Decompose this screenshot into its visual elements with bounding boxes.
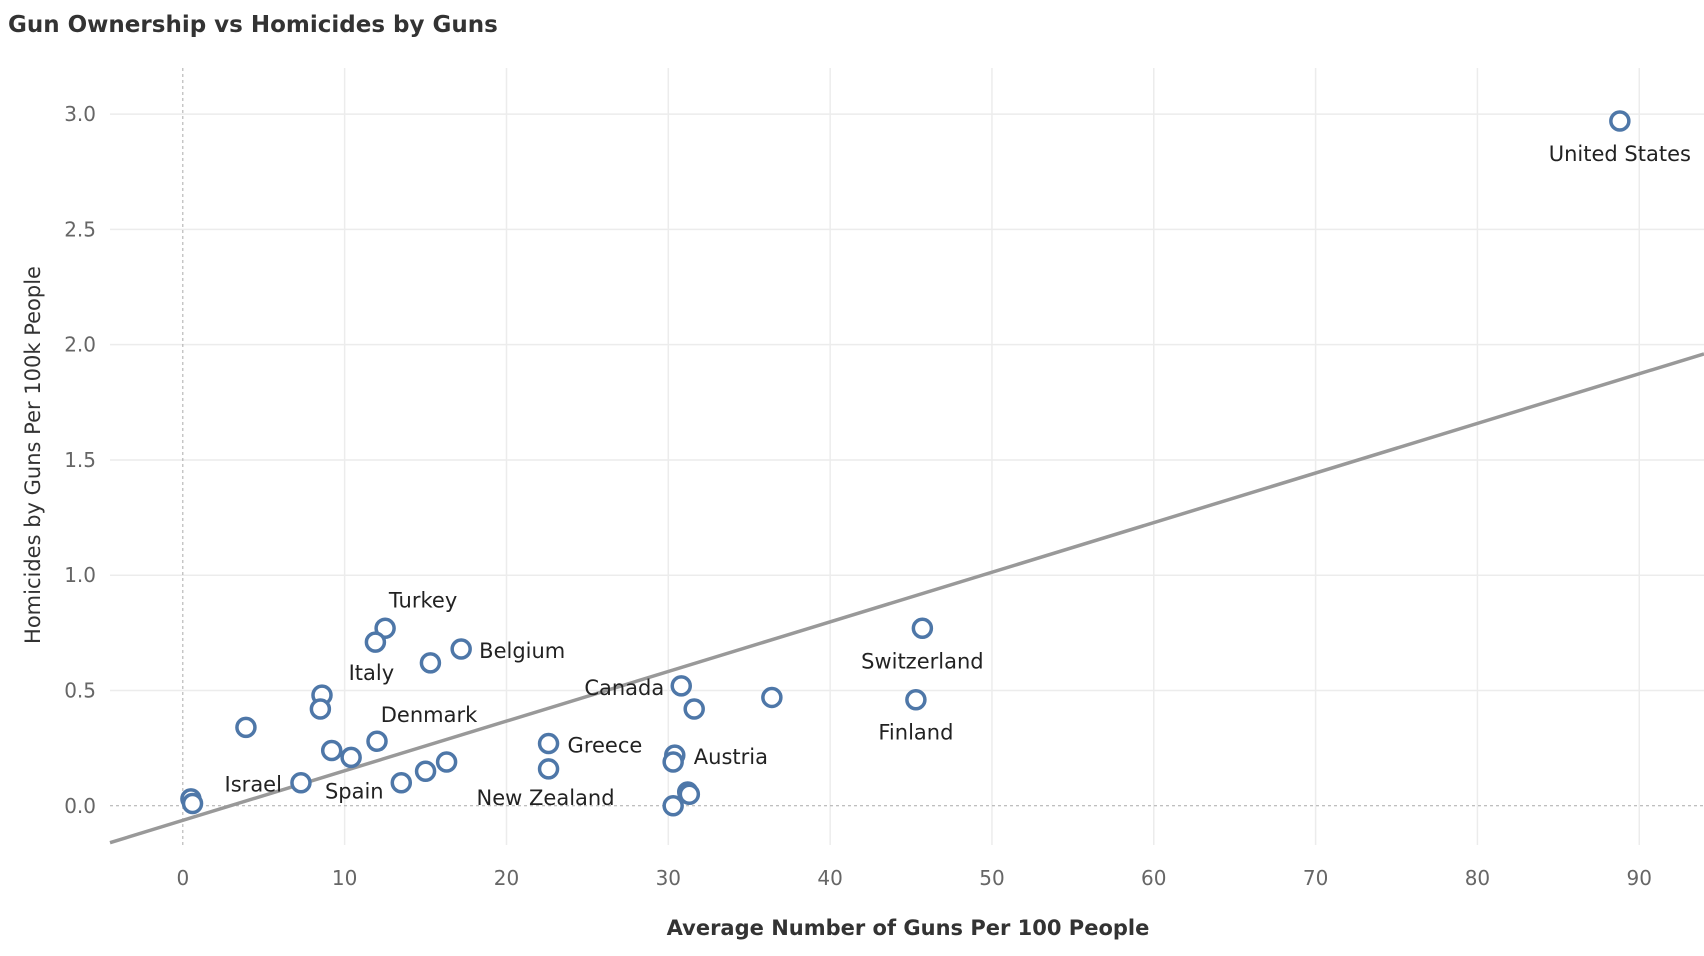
y-axis-title: Homicides by Guns Per 100k People	[21, 266, 45, 644]
point-label: Greece	[568, 734, 643, 758]
y-tick-label: 2.5	[64, 217, 96, 241]
point-label: Israel	[225, 773, 282, 797]
data-point[interactable]	[435, 751, 458, 773]
point-label: Austria	[694, 745, 768, 769]
data-point[interactable]	[683, 698, 705, 720]
data-point[interactable]	[1609, 110, 1631, 132]
data-point[interactable]	[537, 732, 560, 755]
data-point[interactable]	[320, 739, 343, 762]
trend-line-group	[109, 352, 1704, 845]
x-axis-title: Average Number of Guns Per 100 People	[667, 916, 1150, 940]
x-tick-label: 50	[979, 866, 1004, 890]
axes: Average Number of Guns Per 100 People Ho…	[21, 102, 1652, 940]
data-points	[180, 110, 1631, 817]
chart-title: Gun Ownership vs Homicides by Guns	[8, 12, 498, 38]
data-point[interactable]	[678, 783, 701, 806]
y-tick-label: 0.5	[64, 679, 96, 703]
point-label: Italy	[349, 661, 395, 685]
data-point[interactable]	[670, 675, 693, 697]
x-tick-label: 40	[817, 866, 842, 890]
point-label: Canada	[584, 676, 664, 700]
data-point[interactable]	[662, 795, 684, 817]
data-point[interactable]	[309, 698, 332, 720]
point-labels: United States Switzerland Finland Canada Aus…	[225, 142, 1691, 810]
point-label: Switzerland	[861, 649, 984, 673]
x-tick-label: 70	[1303, 866, 1328, 890]
x-tick-label: 80	[1465, 866, 1490, 890]
x-tick-label: 90	[1627, 866, 1652, 890]
x-tick-label: 20	[494, 866, 519, 890]
trend-line	[109, 352, 1704, 845]
point-label: New Zealand	[477, 786, 615, 810]
data-point[interactable]	[290, 771, 312, 794]
x-tick-label: 10	[332, 866, 357, 890]
data-point[interactable]	[364, 631, 387, 653]
data-point[interactable]	[761, 686, 783, 709]
y-tick-label: 1.0	[64, 563, 96, 587]
grid	[110, 68, 1704, 845]
y-tick-label: 0.0	[64, 794, 96, 818]
data-point[interactable]	[181, 792, 204, 815]
point-label: Belgium	[479, 639, 565, 663]
point-label: United States	[1549, 142, 1691, 166]
y-tick-label: 3.0	[64, 102, 96, 126]
y-tick-label: 1.5	[64, 448, 96, 472]
point-label: Finland	[878, 721, 953, 745]
data-point[interactable]	[235, 716, 257, 739]
data-point[interactable]	[911, 617, 934, 640]
y-tick-label: 2.0	[64, 333, 96, 357]
x-tick-label: 30	[656, 866, 681, 890]
data-point[interactable]	[905, 688, 927, 711]
x-tick-label: 0	[176, 866, 189, 890]
data-point[interactable]	[537, 758, 560, 780]
data-point[interactable]	[414, 760, 437, 782]
x-tick-label: 60	[1141, 866, 1166, 890]
data-point[interactable]	[366, 730, 388, 752]
point-label: Denmark	[381, 703, 478, 727]
data-point[interactable]	[450, 638, 472, 660]
data-point[interactable]	[340, 746, 362, 769]
data-point[interactable]	[419, 652, 442, 674]
data-point[interactable]	[662, 751, 684, 773]
data-point[interactable]	[390, 771, 413, 794]
point-label: Turkey	[388, 588, 457, 612]
point-label: Spain	[325, 780, 384, 804]
